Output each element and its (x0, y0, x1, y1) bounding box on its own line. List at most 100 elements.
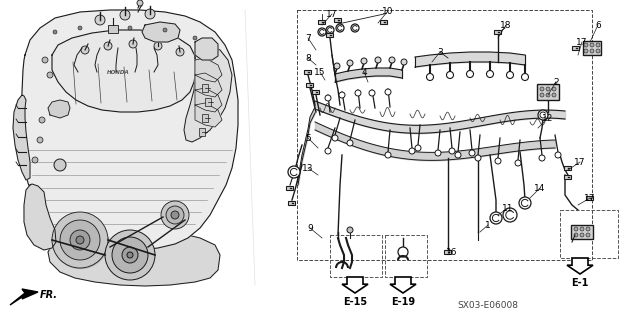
Polygon shape (142, 22, 180, 42)
Polygon shape (573, 46, 580, 50)
Polygon shape (289, 201, 296, 205)
Circle shape (112, 237, 148, 273)
Text: 11: 11 (502, 204, 514, 212)
Circle shape (53, 30, 57, 34)
Circle shape (325, 95, 331, 101)
Polygon shape (564, 175, 571, 179)
Bar (583, 41, 601, 55)
Bar (297, 10, 592, 260)
Text: 3: 3 (437, 47, 443, 57)
Polygon shape (327, 33, 334, 37)
Text: E-19: E-19 (391, 297, 415, 307)
Circle shape (538, 110, 548, 120)
Polygon shape (564, 166, 571, 170)
Circle shape (415, 145, 421, 151)
Polygon shape (24, 184, 56, 250)
Polygon shape (52, 30, 196, 112)
Polygon shape (587, 196, 594, 200)
Text: 12: 12 (542, 114, 554, 123)
Circle shape (70, 230, 90, 250)
Circle shape (385, 152, 391, 158)
Text: 17: 17 (576, 37, 588, 46)
Text: FR.: FR. (40, 290, 58, 300)
Text: 8: 8 (305, 53, 311, 62)
Circle shape (47, 72, 53, 78)
Polygon shape (195, 103, 222, 127)
Circle shape (325, 148, 331, 154)
Circle shape (427, 74, 434, 81)
Circle shape (455, 152, 461, 158)
Circle shape (555, 152, 561, 158)
Bar (330, 235, 382, 277)
Circle shape (161, 201, 189, 229)
Circle shape (409, 148, 415, 154)
Bar (537, 84, 559, 100)
Bar (202, 84, 208, 92)
Circle shape (435, 150, 441, 156)
Circle shape (166, 206, 184, 224)
Circle shape (52, 212, 108, 268)
Circle shape (369, 90, 375, 96)
Circle shape (193, 36, 197, 40)
Bar (560, 210, 618, 258)
Circle shape (39, 117, 45, 123)
Circle shape (398, 247, 408, 257)
Circle shape (590, 49, 594, 53)
Polygon shape (494, 30, 501, 34)
Text: 18: 18 (500, 20, 512, 29)
Circle shape (37, 137, 43, 143)
Circle shape (347, 140, 353, 146)
Bar (205, 98, 211, 106)
Circle shape (154, 42, 162, 50)
Circle shape (120, 10, 130, 20)
Text: 1: 1 (485, 220, 491, 229)
Polygon shape (22, 10, 238, 250)
Circle shape (318, 28, 326, 36)
Circle shape (361, 58, 367, 64)
Circle shape (32, 157, 38, 163)
Text: 2: 2 (553, 77, 559, 86)
Circle shape (78, 26, 82, 30)
Circle shape (401, 59, 407, 65)
Circle shape (355, 90, 361, 96)
Circle shape (540, 93, 544, 97)
Polygon shape (318, 20, 326, 24)
Circle shape (176, 48, 184, 56)
Circle shape (137, 0, 143, 6)
Text: 4: 4 (361, 68, 367, 76)
Circle shape (375, 57, 381, 63)
Circle shape (449, 148, 455, 154)
Polygon shape (195, 58, 222, 82)
Circle shape (596, 49, 600, 53)
Circle shape (129, 40, 137, 48)
Circle shape (334, 63, 340, 69)
Polygon shape (306, 83, 313, 87)
Polygon shape (334, 18, 341, 22)
Circle shape (332, 135, 338, 141)
Circle shape (586, 233, 590, 237)
Circle shape (490, 212, 502, 224)
Circle shape (466, 70, 473, 77)
Circle shape (385, 89, 391, 95)
Circle shape (326, 26, 334, 34)
Text: 10: 10 (382, 6, 394, 15)
Text: 13: 13 (302, 164, 314, 172)
Polygon shape (342, 277, 368, 293)
Circle shape (447, 71, 454, 78)
Circle shape (495, 158, 501, 164)
Text: 15: 15 (314, 68, 326, 76)
Bar (571, 225, 593, 239)
Circle shape (584, 49, 588, 53)
Text: 6: 6 (595, 20, 601, 29)
Polygon shape (184, 45, 232, 142)
Polygon shape (380, 20, 387, 24)
Circle shape (552, 93, 556, 97)
Circle shape (539, 155, 545, 161)
Circle shape (76, 236, 84, 244)
Circle shape (522, 74, 529, 81)
Circle shape (590, 43, 594, 47)
Circle shape (580, 233, 584, 237)
Circle shape (580, 227, 584, 231)
Circle shape (163, 28, 167, 32)
Circle shape (104, 42, 112, 50)
